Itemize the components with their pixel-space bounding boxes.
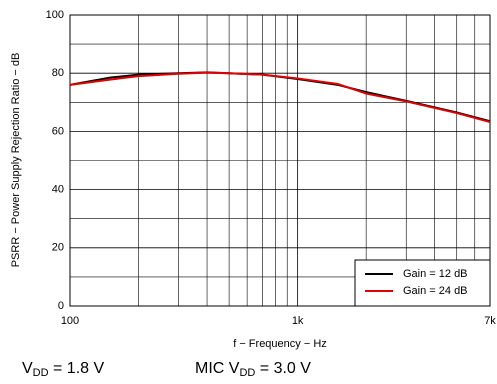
y-tick-label: 40 <box>52 184 64 196</box>
x-tick-label: 100 <box>61 315 79 327</box>
legend-box <box>354 259 491 307</box>
series-line <box>69 71 491 123</box>
series-line <box>69 71 491 124</box>
x-axis-label: f − Frequency − Hz <box>233 338 327 350</box>
y-tick-label: 80 <box>52 67 64 79</box>
y-tick-label: 20 <box>52 242 64 254</box>
x-tick-label: 7k <box>484 315 496 327</box>
plot-frame <box>69 14 491 307</box>
annotation: VDD = 1.8 V <box>22 360 104 379</box>
y-tick-label: 60 <box>52 125 64 137</box>
y-tick-label: 100 <box>46 9 64 21</box>
legend-label: Gain = 12 dB <box>403 268 468 280</box>
x-tick-label: 1k <box>292 315 304 327</box>
annotation: MIC VDD = 3.0 V <box>195 360 311 379</box>
legend-label: Gain = 24 dB <box>403 285 468 297</box>
y-tick-label: 0 <box>58 300 64 312</box>
y-axis-label: PSRR − Power Supply Rejection Ratio − dB <box>10 53 22 268</box>
